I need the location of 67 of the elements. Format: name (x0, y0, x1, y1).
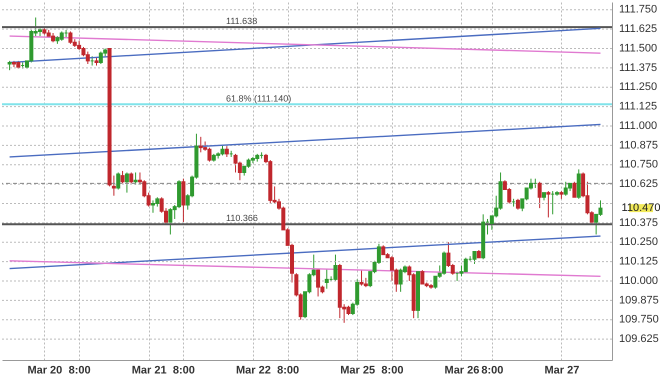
candlestick (333, 254, 338, 282)
candlestick (134, 172, 138, 186)
candlestick (124, 172, 129, 194)
y-tick-label: 111.750 (619, 4, 658, 16)
x-tick-label: Mar 21 (132, 364, 167, 376)
candlestick (538, 181, 542, 209)
x-tick-label: Mar 27 (544, 364, 580, 376)
candlestick (60, 30, 64, 42)
candlestick (464, 257, 468, 274)
x-tick-label: 8:00 (481, 364, 504, 376)
candlestick (129, 172, 134, 184)
candlestick (564, 181, 568, 196)
ref-line-label: 111.638 (226, 16, 258, 26)
y-tick-label: 109.875 (619, 294, 659, 306)
y-tick-label: 111.125 (619, 100, 658, 113)
candlestick (364, 277, 368, 288)
candlestick (77, 40, 82, 51)
candlestick (220, 144, 224, 156)
x-tick-label: Mar 26 (444, 364, 480, 376)
ref-line-label: 61.8% (111.140) (226, 93, 292, 104)
y-tick-label: 110.125 (619, 256, 658, 268)
y-tick-label: 111.000 (619, 120, 658, 132)
x-tick-label: Mar 22 (236, 364, 271, 376)
candlestick (316, 268, 320, 297)
candlestick (381, 244, 386, 256)
candlestick (516, 198, 520, 210)
candlestick (112, 175, 116, 196)
candlestick (116, 172, 120, 190)
candlestick (576, 168, 581, 200)
y-tick-label: 109.625 (619, 333, 659, 346)
candlestick (207, 147, 212, 162)
candlestick (198, 136, 203, 153)
candlestick (324, 268, 329, 290)
candlestick (234, 153, 238, 173)
candlestick (398, 268, 403, 292)
y-tick-label: 110.625 (619, 178, 658, 190)
x-tick-label: 8:00 (381, 364, 404, 376)
candlestick (472, 251, 476, 264)
candlestick (181, 178, 186, 223)
y-tick-label: 110.250 (619, 236, 658, 248)
candlestick (420, 270, 424, 285)
y-tick-label: 111.500 (619, 42, 658, 54)
y-tick-label: 111.375 (619, 62, 658, 74)
candlestick (120, 170, 125, 184)
candlestick (8, 60, 12, 71)
candlestick (572, 181, 576, 198)
y-tick-label: 111.625 (619, 23, 658, 36)
x-tick-label: 8:00 (277, 364, 300, 376)
y-tick-label: 110.750 (619, 158, 658, 171)
x-tick-label: 8:00 (172, 364, 195, 376)
candlestick (224, 146, 229, 158)
y-tick-label: 110.000 (619, 274, 658, 287)
ref-line-label: 110.366 (226, 213, 258, 224)
y-tick-label: 110.875 (619, 139, 658, 152)
candlestick (346, 305, 350, 316)
x-tick-label: Mar 20 (27, 364, 62, 376)
y-tick-label: 111.250 (619, 81, 658, 94)
candlestick (98, 51, 103, 64)
x-tick-label: Mar 25 (340, 364, 376, 376)
y-tick-label: 109.750 (619, 314, 659, 326)
candlestick (546, 190, 550, 218)
candlestick (168, 208, 172, 235)
candlestick (360, 270, 364, 286)
y-tick-label: 110.375 (619, 216, 658, 229)
x-tick-label: 8:00 (68, 364, 91, 376)
candlestick (155, 196, 160, 208)
candlestick (86, 51, 90, 64)
